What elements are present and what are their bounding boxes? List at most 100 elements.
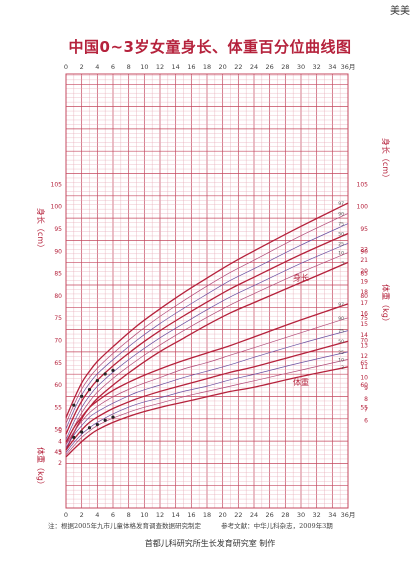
x-tick-label-top: 18: [203, 63, 211, 71]
length-tick-label-right: 75: [360, 315, 368, 322]
length-curve-p50: [65, 232, 349, 435]
weight-tick-label-left: 5: [58, 428, 62, 435]
x-tick-label-top: 28: [281, 63, 289, 71]
x-tick-label-top: 30: [297, 63, 305, 71]
x-tick-label-bottom: 18: [203, 511, 211, 519]
length-curve-p90: [65, 213, 349, 424]
x-tick-label-bottom: 20: [219, 511, 227, 519]
x-tick-label-bottom: 24: [250, 511, 258, 519]
length-record-point: [87, 387, 92, 392]
x-tick-label-bottom: 36月: [341, 511, 356, 519]
weight-curve-p25: [65, 351, 349, 453]
weight-record-point: [72, 435, 76, 439]
x-tick-label-bottom: 22: [234, 511, 242, 519]
length-tick-label-left: 50: [54, 427, 62, 434]
length-tick-label-left: 80: [54, 293, 62, 300]
length-curve-p25: [65, 242, 349, 440]
x-tick-label-top: 36月: [341, 63, 356, 71]
x-tick-label-bottom: 4: [95, 511, 99, 519]
length-percentile-label: 3: [341, 260, 344, 266]
length-tick-label-left: 75: [54, 315, 62, 322]
length-axis-title-right: 身长（cm）: [381, 138, 391, 182]
x-tick-label-top: 0: [64, 63, 68, 71]
length-tick-label-right: 90: [360, 248, 368, 255]
weight-percentile-label: 97: [338, 302, 344, 308]
length-record-point: [103, 372, 107, 376]
x-tick-label-bottom: 34: [328, 511, 336, 519]
length-record-point: [111, 368, 115, 372]
length-tick-label-left: 65: [54, 360, 62, 367]
weight-tick-label-right: 6: [364, 417, 368, 424]
weight-curve-p97: [65, 303, 349, 443]
weight-curve-p90: [65, 317, 349, 445]
weight-record-point: [111, 415, 115, 419]
weight-tick-label-right: 17: [360, 300, 368, 307]
x-tick-label-top: 12: [156, 63, 164, 71]
weight-tick-label-right: 13: [360, 343, 368, 350]
x-tick-label-bottom: 8: [127, 511, 131, 519]
weight-percentile-label: 10: [338, 357, 344, 363]
length-tick-label-right: 55: [360, 404, 368, 411]
x-tick-label-top: 34: [328, 63, 336, 71]
length-percentile-label: 90: [338, 211, 344, 217]
weight-percentile-label: 3: [341, 365, 344, 371]
length-tick-label-left: 95: [54, 226, 62, 233]
weight-tick-label-right: 18: [360, 289, 368, 296]
weight-tick-label-left: 2: [58, 460, 62, 467]
weight-tick-label-right: 21: [360, 257, 368, 264]
length-tick-label-left: 45: [54, 449, 62, 456]
x-tick-label-top: 26: [266, 63, 274, 71]
x-tick-label-bottom: 32: [313, 511, 321, 519]
length-tick-label-right: 65: [360, 360, 368, 367]
x-tick-label-top: 22: [234, 63, 242, 71]
length-tick-label-right: 95: [360, 226, 368, 233]
producer-credit: 首都儿科研究所生长发育研究室 制作: [144, 539, 276, 548]
weight-tick-label-right: 16: [360, 310, 368, 317]
x-tick-label-bottom: 14: [172, 511, 180, 519]
length-tick-label-left: 70: [54, 338, 62, 345]
length-record-point: [80, 394, 84, 398]
weight-tick-label-right: 12: [360, 353, 368, 360]
length-tick-label-left: 90: [54, 248, 62, 255]
weight-tick-label-right: 11: [360, 364, 368, 371]
weight-axis-title-left: 体重（kg）: [36, 447, 46, 489]
footnote: 注：根据2005年九市儿童体格发育调查数据研究制定 参考文献：中华儿科杂志，20…: [48, 520, 351, 530]
weight-tick-label-right: 19: [360, 278, 368, 285]
corner-mark: 美美: [390, 6, 410, 17]
weight-tick-label-right: 22: [360, 246, 368, 253]
length-percentile-label: 25: [338, 241, 344, 247]
length-tick-label-left: 105: [51, 181, 63, 188]
length-record-point: [72, 403, 76, 407]
x-tick-label-bottom: 10: [140, 511, 148, 519]
weight-record-point: [87, 426, 92, 430]
weight-curve-p10: [65, 359, 349, 456]
weight-record-point: [80, 430, 84, 434]
weight-tick-label-left: 4: [58, 439, 62, 446]
length-tick-label-right: 85: [360, 271, 368, 278]
x-tick-label-top: 24: [250, 63, 258, 71]
x-tick-label-bottom: 26: [266, 511, 274, 519]
length-tick-label-right: 70: [360, 338, 368, 345]
weight-tick-label-right: 15: [360, 321, 368, 328]
weight-percentile-label: 50: [338, 339, 344, 345]
weight-percentile-label: 25: [338, 350, 344, 356]
length-tick-label-left: 60: [54, 382, 62, 389]
length-tick-label-left: 55: [54, 404, 62, 411]
length-curve-p97: [65, 202, 349, 418]
x-tick-label-bottom: 2: [80, 511, 84, 519]
weight-percentile-label: 75: [338, 329, 344, 335]
x-tick-label-top: 16: [187, 63, 195, 71]
weight-tick-label-right: 20: [360, 268, 368, 275]
plot-frame: [65, 73, 349, 509]
weight-tick-label-right: 10: [360, 375, 368, 382]
length-section-label: 身长: [293, 272, 309, 282]
x-tick-label-bottom: 6: [111, 511, 115, 519]
length-curve-p10: [65, 252, 349, 446]
x-tick-label-bottom: 28: [281, 511, 289, 519]
weight-axis-title-right: 体重（kg）: [381, 284, 391, 326]
weight-percentile-label: 90: [338, 316, 344, 322]
weight-tick-label-right: 9: [364, 385, 368, 392]
x-tick-label-bottom: 0: [64, 511, 68, 519]
length-tick-label-left: 85: [54, 271, 62, 278]
